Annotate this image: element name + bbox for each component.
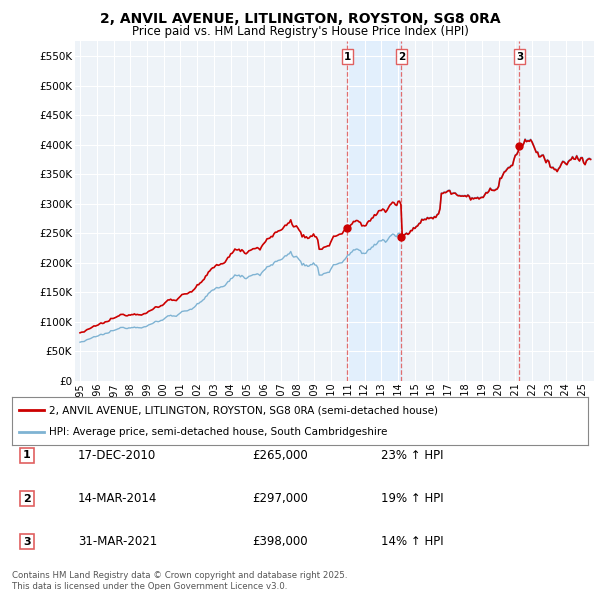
Text: Price paid vs. HM Land Registry's House Price Index (HPI): Price paid vs. HM Land Registry's House …	[131, 25, 469, 38]
Text: 19% ↑ HPI: 19% ↑ HPI	[381, 492, 443, 505]
Text: 2: 2	[398, 51, 405, 61]
Text: 17-DEC-2010: 17-DEC-2010	[78, 449, 156, 462]
Text: £265,000: £265,000	[252, 449, 308, 462]
Text: 3: 3	[23, 537, 31, 546]
Text: 1: 1	[344, 51, 351, 61]
Text: 1: 1	[23, 451, 31, 460]
Text: £297,000: £297,000	[252, 492, 308, 505]
Text: 2, ANVIL AVENUE, LITLINGTON, ROYSTON, SG8 0RA (semi-detached house): 2, ANVIL AVENUE, LITLINGTON, ROYSTON, SG…	[49, 405, 439, 415]
Text: £398,000: £398,000	[252, 535, 308, 548]
Text: 2, ANVIL AVENUE, LITLINGTON, ROYSTON, SG8 0RA: 2, ANVIL AVENUE, LITLINGTON, ROYSTON, SG…	[100, 12, 500, 26]
Text: 3: 3	[516, 51, 523, 61]
Text: 14-MAR-2014: 14-MAR-2014	[78, 492, 157, 505]
Text: 14% ↑ HPI: 14% ↑ HPI	[381, 535, 443, 548]
Text: Contains HM Land Registry data © Crown copyright and database right 2025.
This d: Contains HM Land Registry data © Crown c…	[12, 571, 347, 590]
Text: 2: 2	[23, 494, 31, 503]
Text: 31-MAR-2021: 31-MAR-2021	[78, 535, 157, 548]
Bar	[347, 41, 401, 381]
Text: HPI: Average price, semi-detached house, South Cambridgeshire: HPI: Average price, semi-detached house,…	[49, 427, 388, 437]
Text: 23% ↑ HPI: 23% ↑ HPI	[381, 449, 443, 462]
